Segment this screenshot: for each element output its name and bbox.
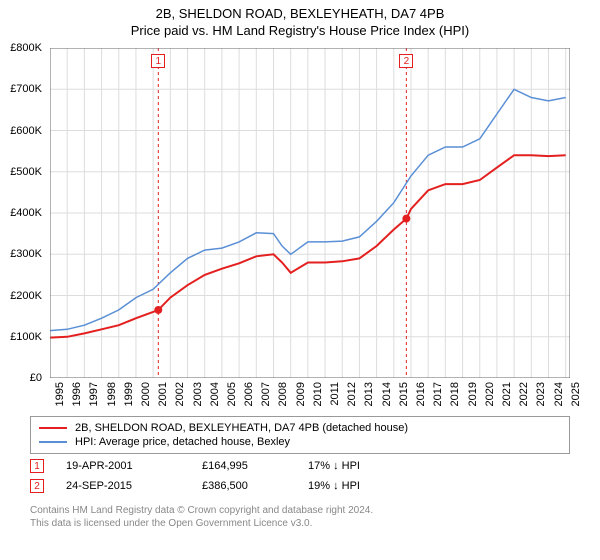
footer-line-1: Contains HM Land Registry data © Crown c…	[30, 504, 373, 517]
x-tick-label: 1995	[54, 382, 66, 406]
x-tick-label: 2011	[329, 382, 341, 406]
x-tick-label: 2021	[501, 382, 513, 406]
x-tick-label: 2003	[192, 382, 204, 406]
x-tick-label: 2013	[363, 382, 375, 406]
legend-label: HPI: Average price, detached house, Bexl…	[75, 436, 290, 448]
x-tick-label: 2006	[243, 382, 255, 406]
chart-plot-area: 12	[50, 48, 570, 383]
x-tick-label: 2012	[346, 382, 358, 406]
sale-marker-1: 1	[151, 54, 165, 68]
x-tick-label: 1998	[106, 382, 118, 406]
x-tick-label: 2008	[277, 382, 289, 406]
y-tick-label: £100K	[10, 331, 42, 343]
x-tick-label: 2005	[226, 382, 238, 406]
sale-price: £164,995	[202, 460, 302, 472]
title-line-2: Price paid vs. HM Land Registry's House …	[0, 23, 600, 40]
x-tick-label: 2025	[570, 382, 582, 406]
sale-marker-2: 2	[399, 54, 413, 68]
x-tick-label: 2014	[381, 382, 393, 406]
x-tick-label: 2017	[432, 382, 444, 406]
x-tick-label: 2015	[398, 382, 410, 406]
x-tick-label: 1997	[88, 382, 100, 406]
legend-item: 2B, SHELDON ROAD, BEXLEYHEATH, DA7 4PB (…	[39, 421, 561, 435]
x-tick-label: 2022	[518, 382, 530, 406]
sale-price: £386,500	[202, 480, 302, 492]
x-tick-label: 2024	[553, 382, 565, 406]
x-tick-label: 2009	[295, 382, 307, 406]
legend-swatch	[39, 427, 67, 429]
x-tick-label: 2002	[174, 382, 186, 406]
footer-line-2: This data is licensed under the Open Gov…	[30, 517, 373, 530]
y-tick-label: £0	[30, 372, 42, 384]
x-tick-label: 2020	[484, 382, 496, 406]
sales-table: 1 19-APR-2001 £164,995 17% ↓ HPI 2 24-SEP-201…	[30, 456, 570, 496]
x-tick-label: 2023	[535, 382, 547, 406]
x-tick-label: 2001	[157, 382, 169, 406]
legend-label: 2B, SHELDON ROAD, BEXLEYHEATH, DA7 4PB (…	[75, 422, 408, 434]
legend-swatch	[39, 441, 67, 443]
x-tick-label: 2010	[312, 382, 324, 406]
sale-date: 24-SEP-2015	[50, 480, 196, 492]
y-tick-label: £700K	[10, 83, 42, 95]
y-tick-label: £500K	[10, 166, 42, 178]
sale-row: 2 24-SEP-2015 £386,500 19% ↓ HPI	[30, 476, 570, 496]
y-tick-label: £800K	[10, 42, 42, 54]
y-axis-labels: £0£100K£200K£300K£400K£500K£600K£700K£80…	[0, 48, 46, 378]
sale-marker-icon: 1	[30, 459, 44, 473]
legend-item: HPI: Average price, detached house, Bexl…	[39, 435, 561, 449]
sale-row: 1 19-APR-2001 £164,995 17% ↓ HPI	[30, 456, 570, 476]
x-tick-label: 1999	[123, 382, 135, 406]
footer-attribution: Contains HM Land Registry data © Crown c…	[30, 504, 373, 530]
sale-marker-icon: 2	[30, 479, 44, 493]
x-tick-label: 2000	[140, 382, 152, 406]
chart-title: 2B, SHELDON ROAD, BEXLEYHEATH, DA7 4PB P…	[0, 0, 600, 40]
sale-date: 19-APR-2001	[50, 460, 196, 472]
y-tick-label: £600K	[10, 125, 42, 137]
title-line-1: 2B, SHELDON ROAD, BEXLEYHEATH, DA7 4PB	[0, 6, 600, 23]
chart-container: 2B, SHELDON ROAD, BEXLEYHEATH, DA7 4PB P…	[0, 0, 600, 560]
x-tick-label: 2018	[449, 382, 461, 406]
y-tick-label: £400K	[10, 207, 42, 219]
x-tick-label: 1996	[71, 382, 83, 406]
y-tick-label: £200K	[10, 290, 42, 302]
sale-hpi-delta: 17% ↓ HPI	[308, 460, 428, 472]
x-tick-label: 2007	[260, 382, 272, 406]
x-tick-label: 2004	[209, 382, 221, 406]
chart-svg	[50, 48, 570, 378]
legend: 2B, SHELDON ROAD, BEXLEYHEATH, DA7 4PB (…	[30, 416, 570, 454]
x-tick-label: 2016	[415, 382, 427, 406]
sale-hpi-delta: 19% ↓ HPI	[308, 480, 428, 492]
y-tick-label: £300K	[10, 248, 42, 260]
x-tick-label: 2019	[467, 382, 479, 406]
